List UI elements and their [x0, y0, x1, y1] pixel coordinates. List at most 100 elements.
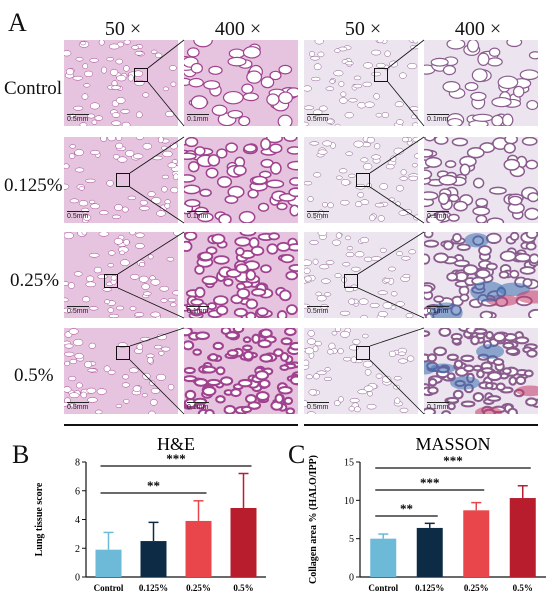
scale-bar-label: 0.1mm — [187, 404, 209, 411]
micrograph-he-50x-control: 0.5mm — [64, 40, 178, 126]
zoom-connector-lines — [117, 39, 425, 415]
zoom-region-box — [104, 274, 118, 288]
x-tick-label: 0.5% — [513, 583, 533, 593]
x-tick-label: 0.25% — [464, 583, 489, 593]
scale-bar-label: 0.1mm — [427, 213, 449, 220]
significance-label: *** — [420, 475, 440, 490]
micrograph-masson-50x-025: 0.5mm — [304, 232, 418, 318]
panel-c-letter: C — [288, 440, 306, 469]
micrograph-masson-400x-025: 0.1mm — [424, 232, 538, 318]
y-tick-label: 0 — [349, 573, 354, 584]
y-tick-label: 4 — [75, 515, 80, 526]
row-label-control: Control — [4, 78, 63, 99]
zoom-region-box — [116, 346, 130, 360]
chart-title: MASSON — [415, 434, 490, 454]
scale-bar-label: 0.5mm — [307, 213, 329, 220]
y-axis-label: Lung tissue score — [34, 482, 45, 556]
x-tick-label: 0.25% — [186, 583, 211, 593]
micrograph-masson-50x-0125: 0.5mm — [304, 137, 418, 223]
scale-bar-label: 0.1mm — [187, 116, 209, 123]
x-tick-label: 0.125% — [415, 583, 444, 593]
significance-label: *** — [443, 453, 463, 468]
scale-bar-label: 0.5mm — [67, 404, 89, 411]
mag-label-400x-masson: 400 × — [454, 18, 502, 40]
micrograph-masson-50x-05: 0.5mm — [304, 328, 418, 414]
zoom-connector-line — [129, 327, 185, 347]
scale-bar-label: 0.5mm — [67, 308, 89, 315]
significance-label: ** — [400, 501, 413, 516]
chart-title: H&E — [157, 434, 195, 454]
bar-2 — [185, 520, 212, 577]
zoom-connector-line — [117, 287, 185, 319]
micrograph-he-400x-0125: 0.1mm — [184, 137, 298, 223]
y-tick-label: 10 — [344, 496, 354, 507]
row-label-0125: 0.125% — [4, 175, 63, 196]
scale-bar-label: 0.1mm — [427, 404, 449, 411]
zoom-connector-line — [369, 359, 425, 415]
mag-label-50x-masson: 50 × — [344, 18, 382, 40]
scale-bar-label: 0.5mm — [307, 116, 329, 123]
zoom-connector-line — [129, 136, 185, 174]
panel-b-letter: B — [12, 440, 30, 469]
zoom-connector-line — [357, 287, 425, 319]
row-label-025: 0.25% — [10, 270, 60, 291]
zoom-region-box — [116, 173, 130, 187]
zoom-connector-line — [369, 327, 425, 347]
zoom-connector-line — [117, 231, 185, 275]
x-tick-label: 0.125% — [139, 583, 168, 593]
scale-bar-label: 0.1mm — [187, 308, 209, 315]
bar-0 — [95, 549, 122, 577]
micrograph-he-50x-05: 0.5mm — [64, 328, 178, 414]
y-tick-label: 0 — [75, 573, 80, 584]
scale-bar-label: 0.1mm — [427, 308, 449, 315]
micrograph-he-50x-025: 0.5mm — [64, 232, 178, 318]
y-tick-label: 8 — [75, 458, 80, 469]
micrograph-masson-400x-05: 0.1mm — [424, 328, 538, 414]
bar-1 — [416, 527, 443, 577]
mag-label-50x-he: 50 × — [104, 18, 142, 40]
scale-bar-label: 0.5mm — [307, 404, 329, 411]
scale-bar-label: 0.1mm — [187, 213, 209, 220]
zoom-region-box — [344, 274, 358, 288]
significance-label: *** — [166, 451, 186, 466]
separator-left — [64, 424, 298, 426]
mag-label-400x-he: 400 × — [214, 18, 262, 40]
bar-2 — [463, 510, 490, 577]
zoom-connector-line — [357, 231, 425, 275]
zoom-connector-line — [129, 186, 185, 224]
y-tick-label: 15 — [344, 458, 354, 469]
y-tick-label: 5 — [349, 534, 354, 545]
row-label-05: 0.5% — [14, 365, 54, 386]
zoom-connector-line — [369, 136, 425, 174]
scale-bar-label: 0.1mm — [427, 116, 449, 123]
bar-3 — [509, 498, 536, 577]
scale-bar-label: 0.5mm — [307, 308, 329, 315]
bar-0 — [370, 538, 397, 577]
micrograph-he-50x-0125: 0.5mm — [64, 137, 178, 223]
zoom-connector-line — [129, 359, 185, 415]
micrograph-masson-400x-0125: 0.1mm — [424, 137, 538, 223]
chart-he-score: H&E 0 2 4 6 8 Lung tissue score Control 0.125% 0.… — [34, 434, 266, 593]
bar-1 — [140, 541, 167, 577]
micrograph-he-400x-05: 0.1mm — [184, 328, 298, 414]
zoom-connector-line — [387, 81, 425, 127]
x-tick-label: 0.5% — [233, 583, 253, 593]
scale-bar-label: 0.5mm — [67, 213, 89, 220]
zoom-region-box — [134, 68, 148, 82]
zoom-region-box — [374, 68, 388, 82]
zoom-connector-line — [387, 39, 425, 69]
x-tick-label: Control — [94, 583, 124, 593]
y-tick-label: 6 — [75, 486, 80, 497]
micrograph-masson-400x-control: 0.1mm — [424, 40, 538, 126]
y-tick-label: 2 — [75, 544, 80, 555]
zoom-connector-line — [147, 81, 185, 127]
micrograph-he-400x-025: 0.1mm — [184, 232, 298, 318]
y-axis-label: Collagen area % (HALO/IPP) — [308, 455, 319, 584]
micrograph-he-400x-control: 0.1mm — [184, 40, 298, 126]
zoom-connector-line — [369, 186, 425, 224]
chart-masson-collagen: MASSON 0 5 10 15 Collagen area % (HALO/IPP) Co… — [308, 434, 546, 593]
scale-bar-label: 0.5mm — [67, 116, 89, 123]
significance-label: ** — [147, 478, 160, 493]
micrograph-masson-50x-control: 0.5mm — [304, 40, 418, 126]
panel-a-letter: A — [8, 8, 27, 37]
